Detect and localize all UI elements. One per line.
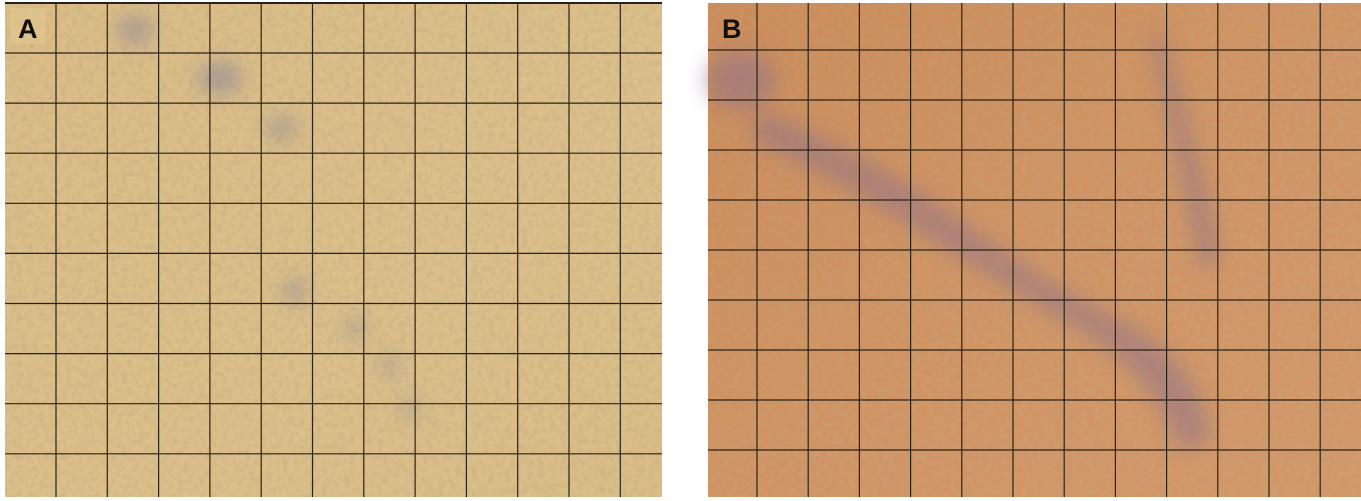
panel-a: A <box>5 3 662 497</box>
panel-label: B <box>722 14 742 44</box>
panel-label: A <box>18 14 38 44</box>
texture <box>5 3 662 497</box>
figure: A B <box>0 0 1361 501</box>
panel-b: B <box>705 3 1361 497</box>
